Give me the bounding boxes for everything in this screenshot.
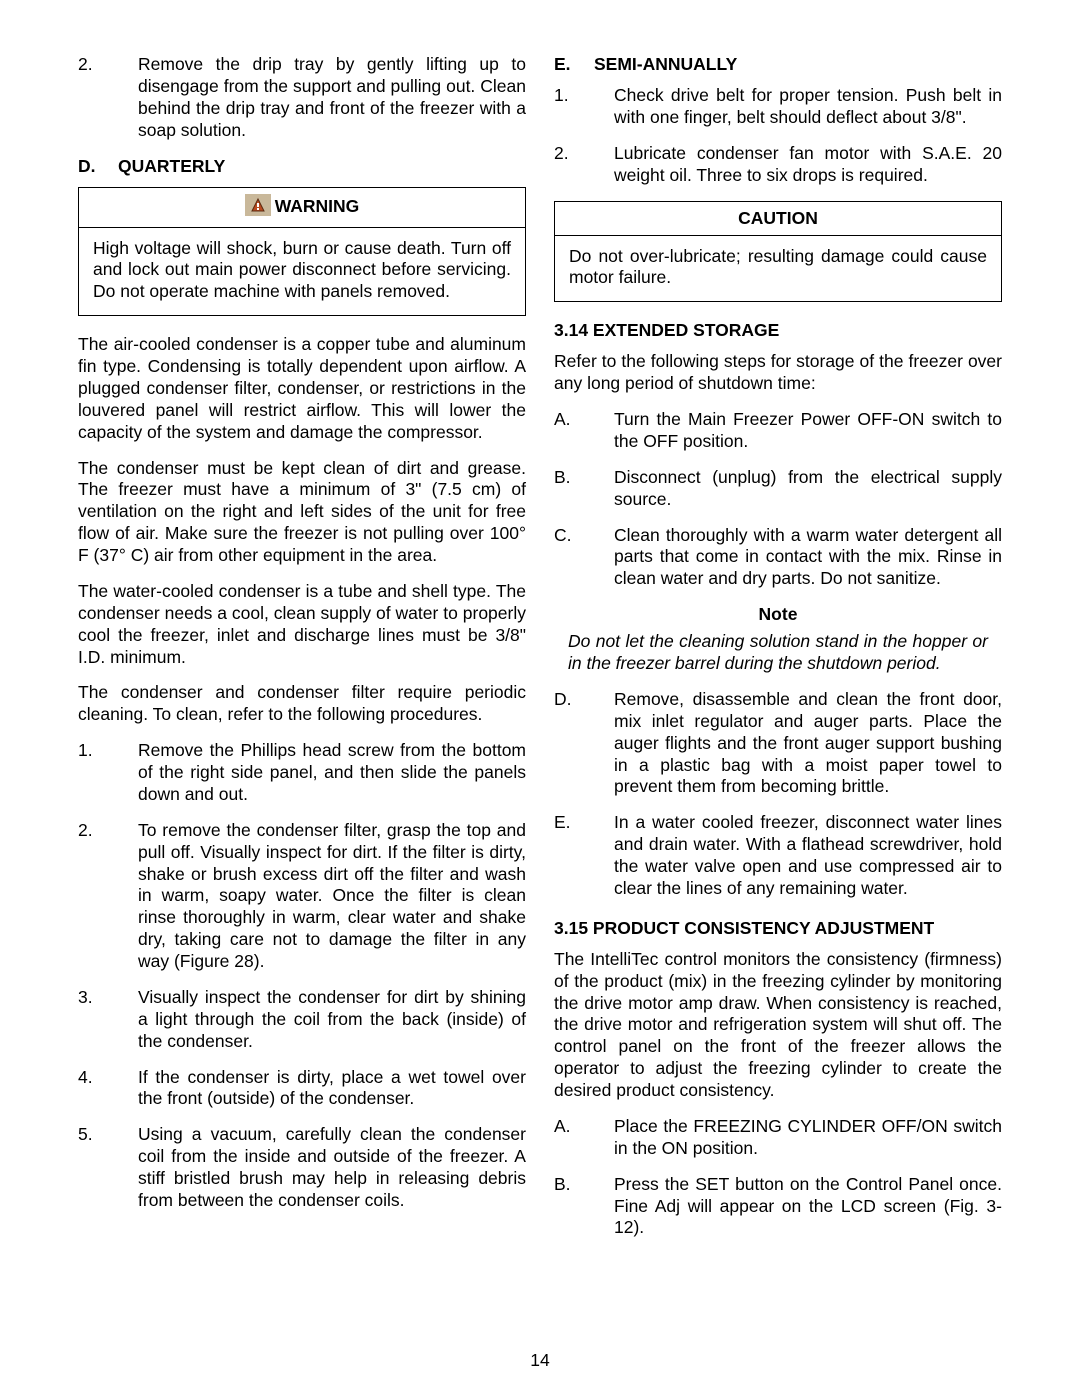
paragraph: The IntelliTec control monitors the cons… — [554, 949, 1002, 1102]
paragraph: The condenser must be kept clean of dirt… — [78, 458, 526, 567]
list-marker: B. — [554, 1174, 614, 1240]
heading-text: QUARTERLY — [118, 156, 225, 177]
list-text: Clean thoroughly with a warm water deter… — [614, 525, 1002, 591]
note-heading: Note — [554, 604, 1002, 625]
list-text: Visually inspect the condenser for dirt … — [138, 987, 526, 1053]
list-marker: A. — [554, 409, 614, 453]
list-item: 2. To remove the condenser filter, grasp… — [78, 820, 526, 973]
paragraph: The condenser and condenser filter requi… — [78, 682, 526, 726]
list-item: B. Disconnect (unplug) from the electric… — [554, 467, 1002, 511]
list-marker: C. — [554, 525, 614, 591]
list-item: E. In a water cooled freezer, disconnect… — [554, 812, 1002, 900]
section-heading: 3.14 EXTENDED STORAGE — [554, 320, 1002, 341]
right-column: E. SEMI-ANNUALLY 1. Check drive belt for… — [554, 54, 1002, 1332]
list-marker: 2. — [78, 820, 138, 973]
heading-marker: D. — [78, 156, 118, 177]
list-marker: 5. — [78, 1124, 138, 1212]
caution-box: CAUTION Do not over-lubricate; resulting… — [554, 201, 1002, 303]
list-text: Turn the Main Freezer Power OFF-ON switc… — [614, 409, 1002, 453]
page-number: 14 — [78, 1332, 1002, 1397]
warning-box: WARNING High voltage will shock, burn or… — [78, 187, 526, 317]
list-marker: 2. — [78, 54, 138, 142]
list-marker: A. — [554, 1116, 614, 1160]
list-marker: E. — [554, 812, 614, 900]
list-item: D. Remove, disassemble and clean the fro… — [554, 689, 1002, 798]
list-text: Place the FREEZING CYLINDER OFF/ON switc… — [614, 1116, 1002, 1160]
list-item: 2. Lubricate condenser fan motor with S.… — [554, 143, 1002, 187]
columns: 2. Remove the drip tray by gently liftin… — [78, 54, 1002, 1332]
warning-icon — [245, 194, 271, 221]
heading-semiannually: E. SEMI-ANNUALLY — [554, 54, 1002, 75]
caution-body: Do not over-lubricate; resulting damage … — [555, 236, 1001, 302]
warning-box-header: WARNING — [79, 188, 525, 228]
list-text: Remove the drip tray by gently lifting u… — [138, 54, 526, 142]
list-text: Check drive belt for proper tension. Pus… — [614, 85, 1002, 129]
caution-box-header: CAUTION — [555, 202, 1001, 236]
list-text: Remove the Phillips head screw from the … — [138, 740, 526, 806]
list-item: 4. If the condenser is dirty, place a we… — [78, 1067, 526, 1111]
paragraph: Refer to the following steps for storage… — [554, 351, 1002, 395]
list-item: A. Place the FREEZING CYLINDER OFF/ON sw… — [554, 1116, 1002, 1160]
list-item: 1. Check drive belt for proper tension. … — [554, 85, 1002, 129]
list-item: A. Turn the Main Freezer Power OFF-ON sw… — [554, 409, 1002, 453]
list-marker: 1. — [78, 740, 138, 806]
list-marker: 3. — [78, 987, 138, 1053]
list-text: Press the SET button on the Control Pane… — [614, 1174, 1002, 1240]
list-text: To remove the condenser filter, grasp th… — [138, 820, 526, 973]
list-item: 3. Visually inspect the condenser for di… — [78, 987, 526, 1053]
list-marker: 4. — [78, 1067, 138, 1111]
list-text: If the condenser is dirty, place a wet t… — [138, 1067, 526, 1111]
warning-title: WARNING — [275, 196, 360, 216]
heading-marker: E. — [554, 54, 594, 75]
heading-text: SEMI-ANNUALLY — [594, 54, 737, 75]
heading-quarterly: D. QUARTERLY — [78, 156, 526, 177]
list-text: Remove, disassemble and clean the front … — [614, 689, 1002, 798]
section-heading: 3.15 PRODUCT CONSISTENCY ADJUSTMENT — [554, 918, 1002, 939]
list-item: B. Press the SET button on the Control P… — [554, 1174, 1002, 1240]
list-marker: 1. — [554, 85, 614, 129]
warning-body: High voltage will shock, burn or cause d… — [79, 228, 525, 316]
list-marker: B. — [554, 467, 614, 511]
left-column: 2. Remove the drip tray by gently liftin… — [78, 54, 526, 1332]
list-item: 1. Remove the Phillips head screw from t… — [78, 740, 526, 806]
list-item: 2. Remove the drip tray by gently liftin… — [78, 54, 526, 142]
list-text: Using a vacuum, carefully clean the cond… — [138, 1124, 526, 1212]
note-body: Do not let the cleaning solution stand i… — [554, 631, 1002, 675]
paragraph: The air-cooled condenser is a copper tub… — [78, 334, 526, 443]
list-item: 5. Using a vacuum, carefully clean the c… — [78, 1124, 526, 1212]
list-marker: 2. — [554, 143, 614, 187]
list-item: C. Clean thoroughly with a warm water de… — [554, 525, 1002, 591]
paragraph: The water-cooled condenser is a tube and… — [78, 581, 526, 669]
list-text: In a water cooled freezer, disconnect wa… — [614, 812, 1002, 900]
list-marker: D. — [554, 689, 614, 798]
page: 2. Remove the drip tray by gently liftin… — [0, 0, 1080, 1397]
list-text: Lubricate condenser fan motor with S.A.E… — [614, 143, 1002, 187]
list-text: Disconnect (unplug) from the electrical … — [614, 467, 1002, 511]
